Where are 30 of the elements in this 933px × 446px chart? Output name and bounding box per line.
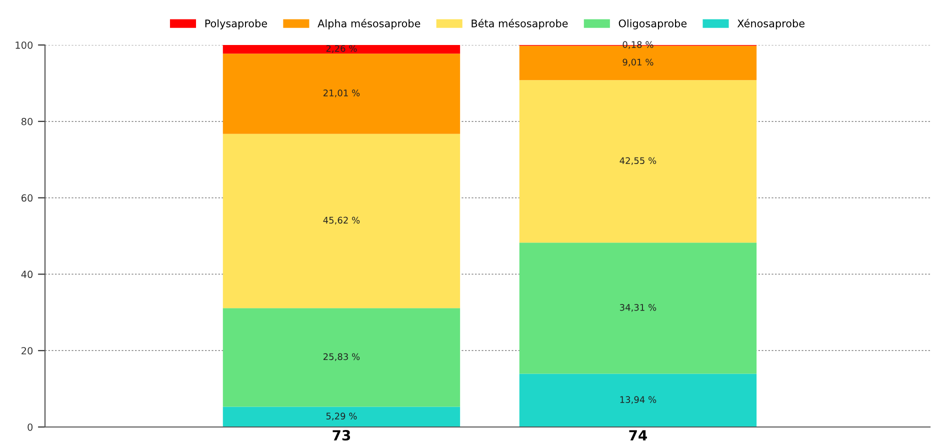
bar [222,45,460,54]
data-label: 13,94 % [620,396,656,404]
bar [222,54,460,134]
bar [519,374,757,427]
y-tick-label: 80 [21,118,33,126]
legend-label: Xénosaprobe [737,18,804,30]
bar [222,134,460,308]
data-label: 21,01 % [324,90,360,98]
x-tick-label: 73 [332,430,350,441]
y-tick-label: 60 [22,194,33,202]
bar [519,242,757,374]
data-label: 34,31 % [620,304,656,312]
data-label: 25,83 % [324,353,360,361]
legend-label: Béta mésosaprobe [472,18,568,30]
legend-label: Polysaprobe [205,19,267,30]
bar [222,406,460,427]
data-label: 45,62 % [323,216,360,225]
data-label: 5,29 % [326,412,357,420]
y-tick-label: 0 [28,423,33,431]
y-tick-label: 40 [21,270,33,278]
legend-label: Oligosaprobe [618,19,687,30]
x-tick-label: 74 [629,430,647,440]
y-tick-label: 20 [22,347,33,354]
bar [222,308,460,407]
y-tick-label: 100 [16,41,33,49]
legend-label: Alpha mésosaprobe [318,18,420,30]
data-label: 42,55 % [620,157,656,165]
bar [519,80,757,243]
data-label: 9,01 % [622,58,654,66]
data-label: 2,26 % [326,45,357,53]
